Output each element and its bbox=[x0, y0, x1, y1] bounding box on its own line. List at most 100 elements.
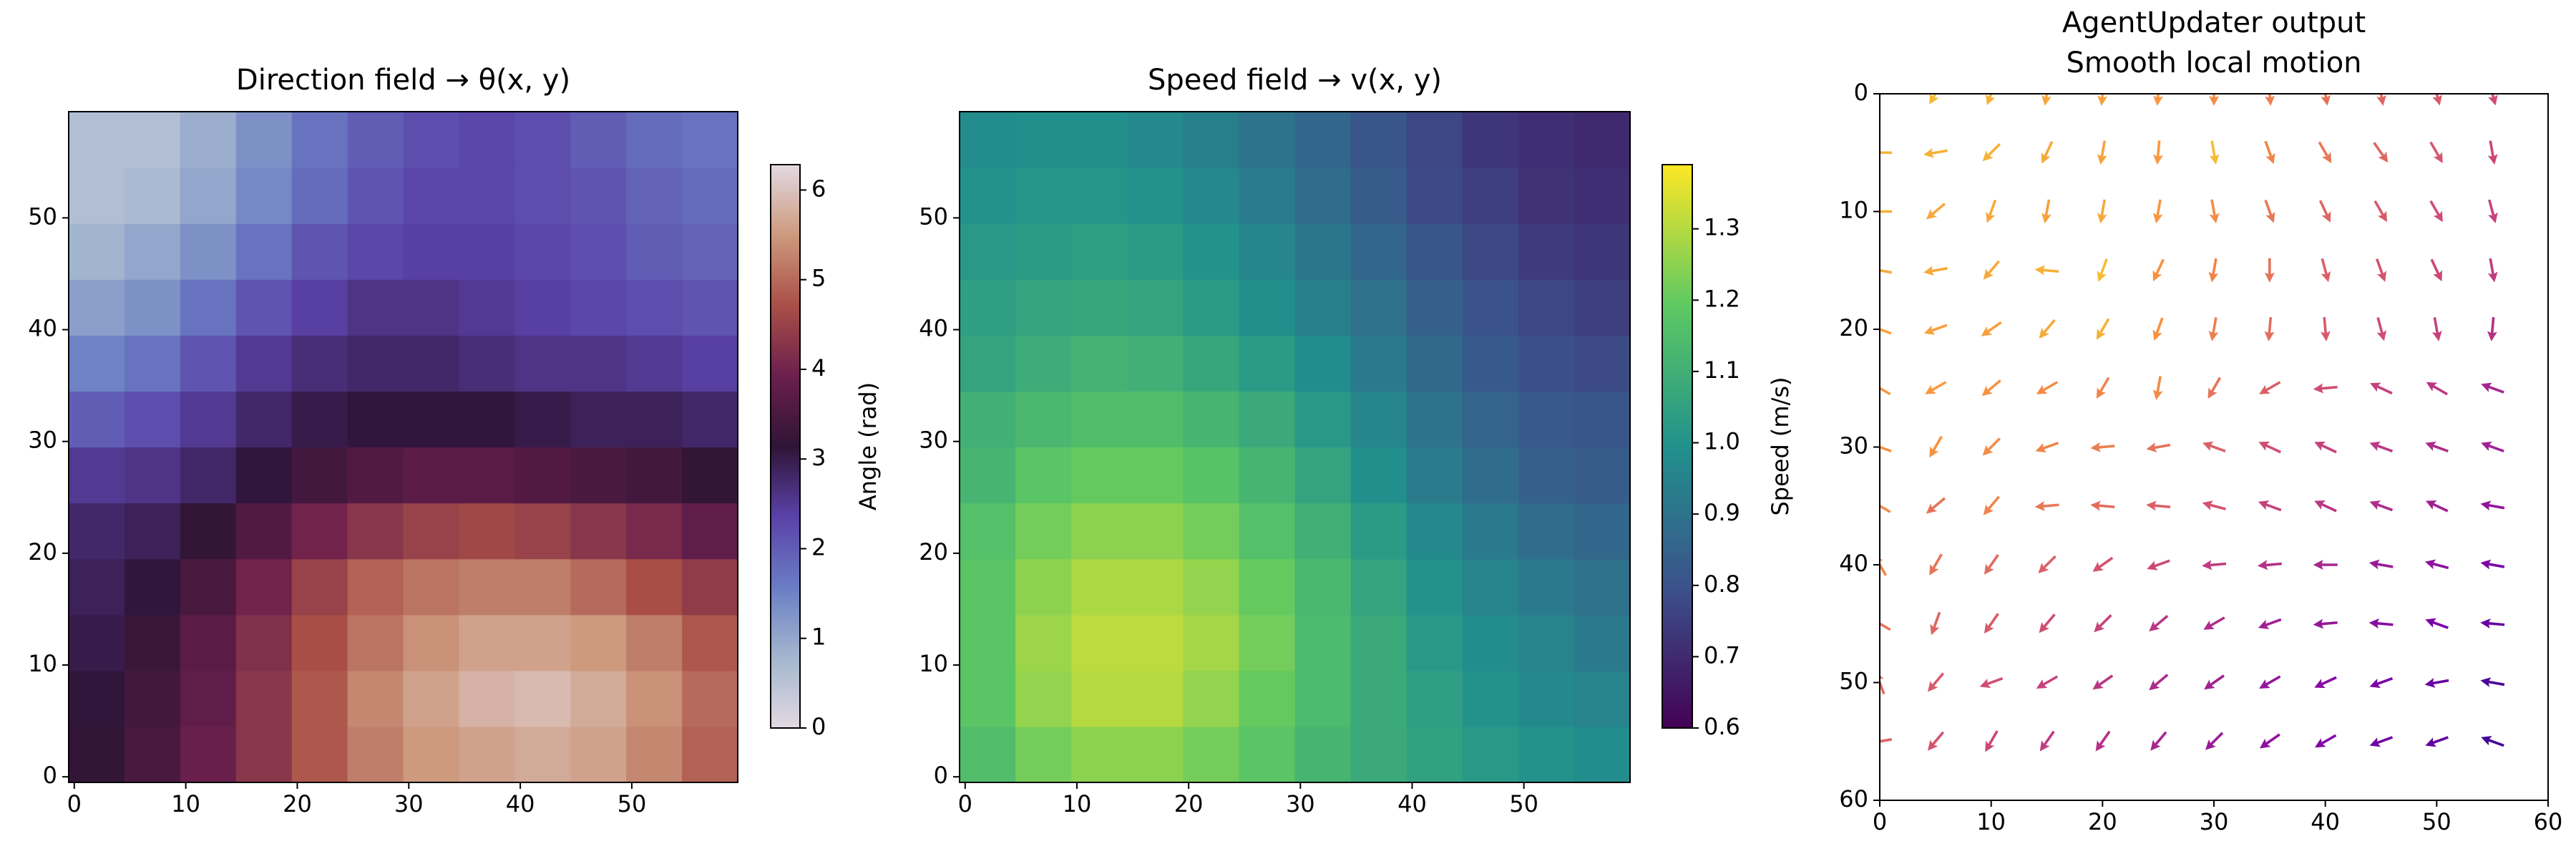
heatmap-cell bbox=[1071, 670, 1128, 727]
colorbar-tick-label: 1.1 bbox=[1704, 356, 1740, 384]
arrow bbox=[2209, 94, 2219, 106]
heatmap-cell bbox=[514, 279, 571, 336]
colorbar bbox=[1662, 164, 1693, 729]
chart-subtitle: Smooth local motion bbox=[2066, 47, 2361, 79]
arrow bbox=[2313, 618, 2338, 629]
heatmap-cell bbox=[1350, 726, 1407, 783]
colorbar bbox=[770, 164, 801, 729]
heatmap-cell bbox=[1183, 503, 1240, 560]
heatmap-cell bbox=[403, 447, 460, 504]
heatmap-cell bbox=[1015, 726, 1072, 783]
heatmap-cell bbox=[682, 447, 738, 504]
heatmap-cell bbox=[1015, 112, 1072, 168]
heatmap-cell bbox=[291, 670, 348, 727]
colorbar-label: Speed (m/s) bbox=[1767, 377, 1794, 515]
heatmap-cell bbox=[124, 391, 181, 448]
colorbar-tick-label: 1.2 bbox=[1704, 285, 1740, 312]
arrow bbox=[2036, 381, 2059, 394]
arrow bbox=[2202, 441, 2226, 453]
arrow bbox=[1927, 731, 1945, 751]
heatmap-cell bbox=[1574, 223, 1631, 280]
y-tick-label: 40 bbox=[28, 315, 57, 342]
heatmap-cell bbox=[1462, 726, 1519, 783]
heatmap-cell bbox=[1518, 391, 1575, 448]
heatmap-cell bbox=[1239, 168, 1296, 224]
heatmap-cell bbox=[1406, 168, 1463, 224]
y-tick-label: 10 bbox=[28, 650, 57, 677]
y-tick-label: 20 bbox=[1839, 314, 1868, 341]
heatmap-cell bbox=[1574, 670, 1631, 727]
arrow bbox=[2321, 258, 2331, 283]
heatmap-cell bbox=[960, 223, 1016, 280]
heatmap-cell bbox=[1294, 558, 1352, 616]
arrow bbox=[1880, 671, 1885, 695]
heatmap-cell bbox=[514, 168, 571, 224]
arrow bbox=[2152, 199, 2163, 224]
arrow bbox=[2150, 731, 2167, 751]
heatmap-cell bbox=[514, 558, 571, 616]
heatmap-cell bbox=[1015, 503, 1072, 560]
heatmap-cell bbox=[1071, 279, 1128, 336]
heatmap-cell bbox=[1127, 670, 1184, 727]
x-tick-label: 40 bbox=[1397, 790, 1427, 817]
heatmap-cell bbox=[1183, 335, 1240, 392]
heatmap-cell bbox=[1406, 447, 1463, 504]
heatmap-cell bbox=[1406, 503, 1463, 560]
heatmap-cell bbox=[1406, 670, 1463, 727]
heatmap-cell bbox=[347, 614, 404, 671]
arrow bbox=[1926, 497, 1946, 514]
heatmap-cell bbox=[960, 503, 1016, 560]
x-tick-label: 20 bbox=[1174, 790, 1204, 817]
heatmap-cell bbox=[69, 335, 125, 392]
heatmap-cell bbox=[1462, 447, 1519, 504]
heatmap-cell bbox=[514, 223, 571, 280]
heatmap-cell bbox=[1294, 614, 1352, 671]
heatmap-cell bbox=[1406, 335, 1463, 392]
heatmap-cell bbox=[347, 335, 404, 392]
colorbar-tick-label: 5 bbox=[811, 265, 826, 292]
heatmap-cell bbox=[1015, 670, 1072, 727]
x-tick-label: 40 bbox=[506, 790, 535, 817]
heatmap-cell bbox=[626, 614, 683, 671]
heatmap-cell bbox=[1127, 335, 1184, 392]
heatmap-cell bbox=[459, 168, 515, 224]
arrow bbox=[2425, 500, 2449, 513]
heatmap-cell bbox=[1239, 391, 1296, 448]
colorbar-tick-label: 2 bbox=[811, 533, 826, 560]
heatmap-cell bbox=[403, 670, 460, 727]
arrow bbox=[2480, 618, 2505, 629]
arrow bbox=[2258, 441, 2282, 454]
arrow bbox=[2205, 732, 2224, 750]
heatmap-cell bbox=[1239, 558, 1296, 616]
heatmap-cell bbox=[514, 614, 571, 671]
heatmap-cell bbox=[626, 558, 683, 616]
colorbar-tick-label: 4 bbox=[811, 354, 826, 382]
arrow bbox=[2313, 383, 2338, 394]
arrow bbox=[1981, 321, 2002, 336]
heatmap-cell bbox=[570, 614, 627, 671]
arrow bbox=[2096, 318, 2110, 340]
heatmap-cell bbox=[1518, 335, 1575, 392]
heatmap-cell bbox=[1015, 391, 1072, 448]
arrow bbox=[2147, 559, 2170, 571]
heatmap-cell bbox=[1406, 558, 1463, 616]
x-tick-label: 30 bbox=[1286, 790, 1315, 817]
y-tick-label: 60 bbox=[1839, 785, 1868, 812]
arrow bbox=[2152, 317, 2164, 341]
heatmap-cell bbox=[1071, 447, 1128, 504]
heatmap-cell bbox=[1294, 223, 1352, 280]
chart-title: Speed field → v(x, y) bbox=[1148, 64, 1442, 97]
heatmap-cell bbox=[960, 279, 1016, 336]
arrow bbox=[2041, 94, 2051, 106]
heatmap-cell bbox=[69, 168, 125, 224]
heatmap-cell bbox=[347, 112, 404, 168]
heatmap-cell bbox=[514, 112, 571, 168]
arrow bbox=[1985, 730, 1999, 752]
arrow bbox=[1930, 611, 1941, 636]
heatmap-cell bbox=[69, 112, 125, 168]
arrow bbox=[2488, 94, 2498, 106]
heatmap-cell bbox=[69, 670, 125, 727]
heatmap-cell bbox=[291, 558, 348, 616]
heatmap-cell bbox=[1462, 112, 1519, 168]
heatmap-cell bbox=[403, 168, 460, 224]
